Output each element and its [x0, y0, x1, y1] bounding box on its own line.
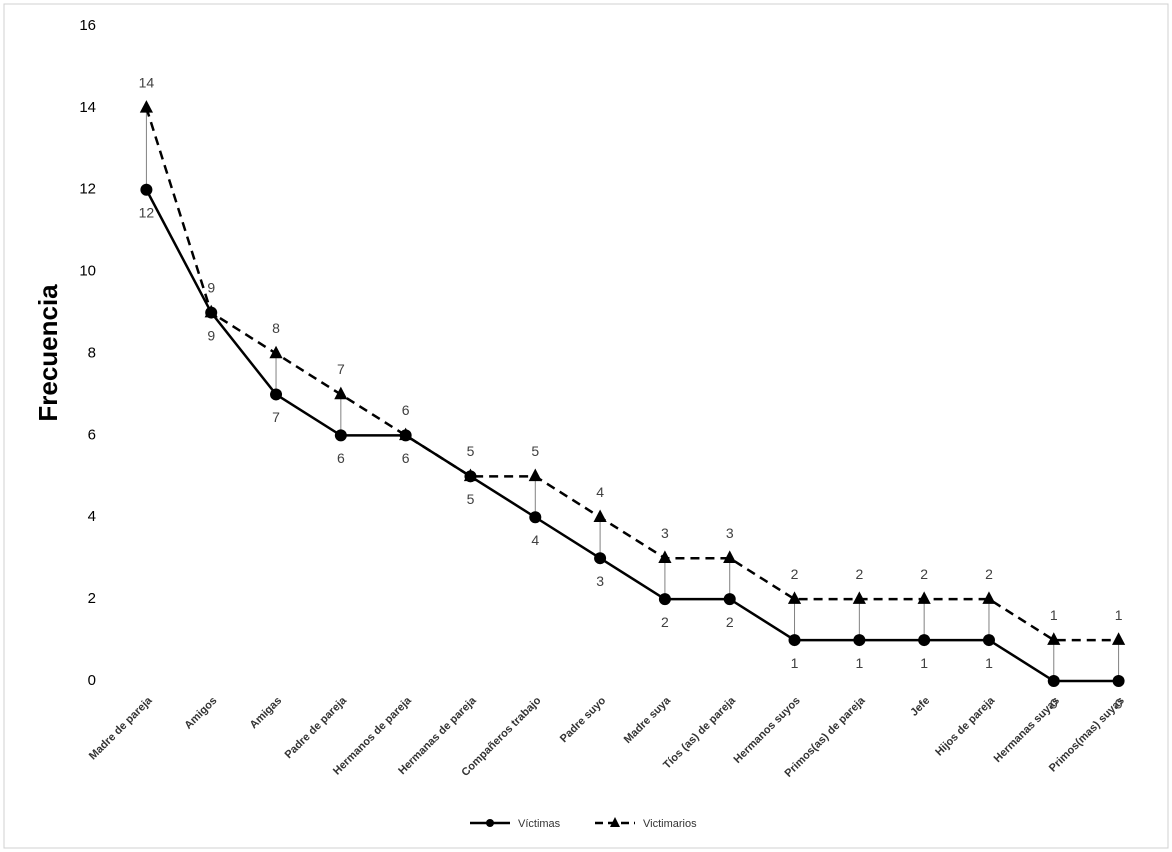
data-label: 8 [272, 320, 280, 336]
point [1047, 675, 1060, 687]
data-label: 6 [402, 450, 410, 466]
point [334, 429, 347, 442]
data-label: 2 [791, 566, 799, 582]
point [399, 427, 413, 441]
point [528, 468, 542, 482]
data-label: 1 [855, 655, 863, 671]
point [1111, 632, 1126, 645]
point [723, 550, 737, 563]
point [1047, 632, 1061, 645]
data-label: 4 [596, 484, 604, 500]
data-label: 1 [920, 655, 928, 671]
legend-label: Victimarios [643, 818, 697, 830]
point [982, 634, 995, 647]
point [139, 100, 154, 113]
y-tick-label: 10 [79, 263, 96, 280]
data-label: 7 [272, 409, 280, 425]
point [529, 511, 542, 524]
data-label: 2 [920, 566, 928, 582]
data-label: 5 [467, 443, 475, 459]
point [463, 468, 478, 482]
data-label: 7 [337, 361, 345, 377]
data-label: 2 [726, 614, 734, 630]
data-label: 3 [726, 525, 734, 541]
data-label: 0 [1050, 696, 1058, 712]
data-label: 2 [661, 614, 669, 630]
data-label: 3 [661, 525, 669, 541]
point [593, 509, 607, 523]
point [1112, 675, 1125, 687]
data-label: 1 [791, 655, 799, 671]
point [788, 634, 801, 647]
point [334, 386, 348, 400]
point [658, 550, 672, 563]
legend-marker [486, 819, 494, 827]
series-line [145, 189, 1119, 683]
y-tick-label: 6 [88, 426, 96, 443]
y-tick-label: 14 [79, 99, 96, 116]
point [269, 345, 283, 359]
point [723, 593, 736, 606]
data-label: 2 [985, 566, 993, 582]
data-label: 5 [467, 491, 475, 507]
y-tick-label: 8 [88, 344, 96, 361]
data-label: 14 [139, 75, 155, 91]
point [853, 634, 866, 647]
y-tick-label: 0 [88, 672, 96, 689]
data-label: 0 [1115, 696, 1123, 712]
point [594, 552, 607, 565]
point [852, 591, 866, 604]
point [982, 591, 996, 604]
data-label: 4 [531, 532, 539, 548]
data-label: 9 [207, 327, 215, 343]
series-line [145, 107, 1119, 642]
data-label: 12 [139, 204, 155, 220]
data-label: 6 [402, 402, 410, 418]
y-tick-label: 12 [79, 181, 96, 198]
data-label: 1 [1115, 607, 1123, 623]
legend-label: Víctimas [518, 818, 561, 830]
point [787, 591, 802, 604]
data-label: 2 [855, 566, 863, 582]
data-label: 1 [1050, 607, 1058, 623]
data-label: 6 [337, 450, 345, 466]
point [917, 591, 931, 604]
y-tick-label: 2 [88, 590, 96, 607]
data-label: 5 [531, 443, 539, 459]
y-tick-label: 4 [88, 508, 96, 525]
legend-marker [610, 817, 620, 827]
point [918, 634, 931, 647]
data-label: 3 [596, 573, 604, 589]
point [270, 388, 283, 401]
data-label: 1 [985, 655, 993, 671]
chart-border [3, 3, 1169, 849]
data-label: 9 [207, 279, 215, 295]
y-tick-label: 16 [79, 17, 96, 34]
point [204, 304, 218, 318]
point [140, 183, 153, 196]
point [658, 593, 671, 606]
y-axis-title: Frecuencia [33, 284, 63, 422]
